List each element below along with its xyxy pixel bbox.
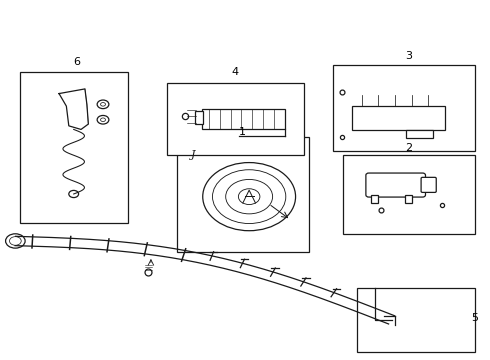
Text: 2: 2 <box>405 143 412 153</box>
FancyBboxPatch shape <box>421 177 436 192</box>
Bar <box>371 195 378 203</box>
Bar <box>20 72 128 223</box>
Bar <box>352 106 445 130</box>
Text: 3: 3 <box>405 51 412 61</box>
Text: 1: 1 <box>239 127 246 136</box>
Bar <box>406 130 433 139</box>
Bar <box>333 65 475 151</box>
Bar <box>405 195 412 203</box>
Bar <box>195 111 203 125</box>
Bar <box>167 83 304 155</box>
Text: 6: 6 <box>73 57 80 67</box>
Text: 4: 4 <box>232 67 239 77</box>
Text: 5: 5 <box>471 313 478 323</box>
Bar <box>202 109 285 129</box>
Bar <box>357 288 475 352</box>
FancyBboxPatch shape <box>366 173 425 197</box>
Text: J: J <box>191 150 196 159</box>
Bar <box>176 137 309 252</box>
Bar <box>343 155 475 234</box>
